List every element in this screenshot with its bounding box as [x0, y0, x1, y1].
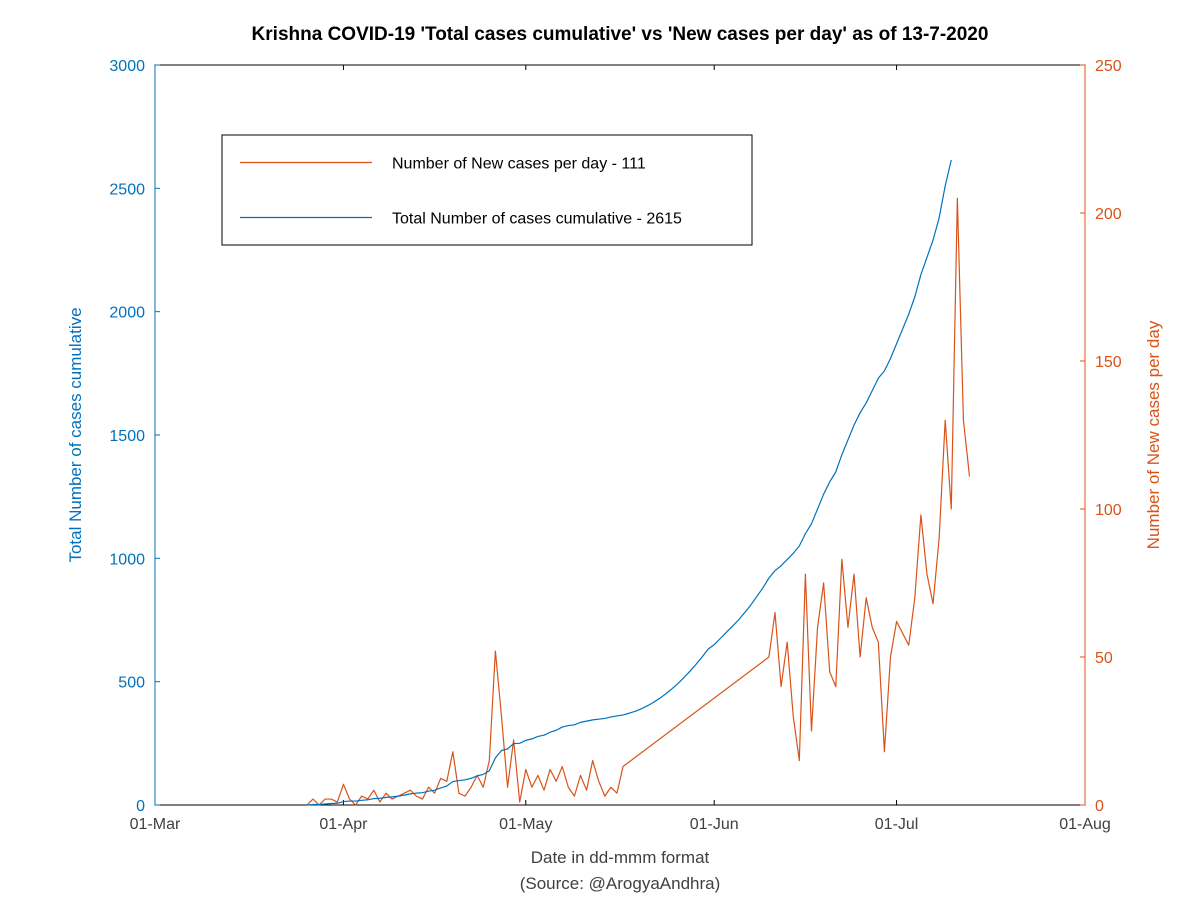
y-right-tick-label: 50 [1095, 650, 1113, 667]
y-left-tick-label: 500 [118, 675, 145, 692]
y-left-tick-label: 0 [136, 798, 145, 815]
y-right-tick-label: 200 [1095, 206, 1122, 223]
x-tick-label: 01-Jul [875, 816, 919, 833]
legend-box [222, 135, 752, 245]
y-left-tick-label: 1000 [109, 551, 145, 568]
dual-axis-line-chart: Krishna COVID-19 'Total cases cumulative… [0, 0, 1200, 900]
x-tick-label: 01-Apr [319, 816, 368, 833]
y-right-tick-label: 150 [1095, 354, 1122, 371]
chart-container: Krishna COVID-19 'Total cases cumulative… [0, 0, 1200, 900]
y-left-tick-label: 3000 [109, 58, 145, 75]
cumulative-line [307, 160, 951, 805]
x-tick-label: 01-Mar [130, 816, 181, 833]
y-right-tick-label: 100 [1095, 502, 1122, 519]
y-left-tick-label: 2500 [109, 181, 145, 198]
legend-label: Number of New cases per day - 111 [392, 156, 646, 173]
y-right-tick-label: 250 [1095, 58, 1122, 75]
x-tick-label: 01-Aug [1059, 816, 1111, 833]
x-tick-label: 01-Jun [690, 816, 739, 833]
y-left-axis-label: Total Number of cases cumulative [66, 307, 85, 562]
y-left-tick-label: 2000 [109, 305, 145, 322]
y-right-axis-label: Number of New cases per day [1144, 320, 1163, 549]
x-axis-label: Date in dd-mmm format [531, 848, 710, 867]
x-axis-sublabel: (Source: @ArogyaAndhra) [520, 874, 721, 893]
new-cases-line [307, 198, 970, 805]
legend-label: Total Number of cases cumulative - 2615 [392, 211, 682, 228]
x-tick-label: 01-May [499, 816, 552, 833]
y-right-tick-label: 0 [1095, 798, 1104, 815]
y-left-tick-label: 1500 [109, 428, 145, 445]
chart-title: Krishna COVID-19 'Total cases cumulative… [252, 24, 989, 45]
